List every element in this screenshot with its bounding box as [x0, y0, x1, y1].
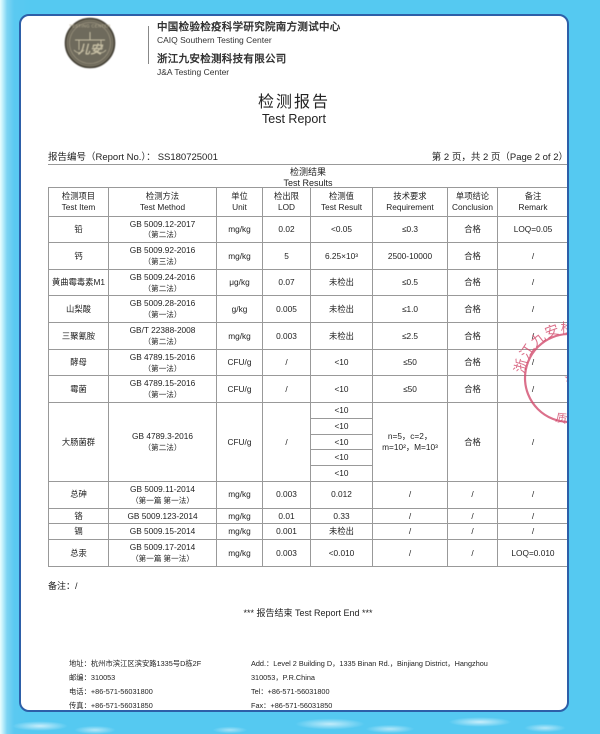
svg-text:儿安: 儿安	[77, 43, 104, 57]
svg-text:TESTING CENTER: TESTING CENTER	[69, 24, 111, 29]
